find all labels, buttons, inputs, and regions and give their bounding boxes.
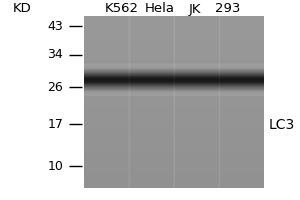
Text: 34: 34 — [47, 48, 63, 62]
Text: JK: JK — [189, 2, 201, 16]
Text: 26: 26 — [47, 81, 63, 94]
Text: Hela: Hela — [145, 2, 175, 16]
Text: KD: KD — [13, 2, 32, 16]
Text: 293: 293 — [215, 2, 240, 16]
Text: 10: 10 — [47, 160, 63, 172]
Text: LC3: LC3 — [268, 118, 295, 132]
Text: K562: K562 — [105, 2, 139, 16]
Text: 17: 17 — [47, 117, 63, 130]
Text: 43: 43 — [47, 20, 63, 32]
